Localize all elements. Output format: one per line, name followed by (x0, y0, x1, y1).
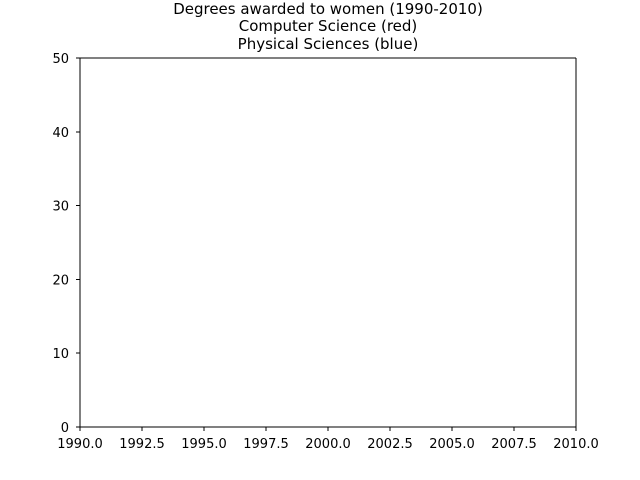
plot-frame (79, 57, 577, 428)
y-tick-label: 30 (52, 200, 69, 215)
x-tick-label: 2005.0 (429, 437, 475, 452)
x-tick-label: 2007.5 (491, 437, 537, 452)
x-tick-label: 1990.0 (57, 437, 103, 452)
x-axis-ticks: 1990.0 1992.5 1995.0 1997.5 2000.0 2002.5 2005… (57, 427, 599, 452)
x-tick-label: 2000.0 (305, 437, 351, 452)
chart-title: Degrees awarded to women (1990-2010) Com… (173, 0, 483, 53)
y-tick-label: 0 (61, 421, 69, 436)
chart-title-line-2: Computer Science (red) (239, 17, 418, 35)
plot-area (80, 58, 576, 427)
x-tick-label: 1997.5 (243, 437, 289, 452)
x-tick-label: 2010.0 (553, 437, 599, 452)
y-tick-label: 50 (52, 52, 69, 67)
y-tick-label: 10 (52, 347, 69, 362)
chart-title-line-1: Degrees awarded to women (1990-2010) (173, 0, 483, 18)
y-tick-label: 40 (52, 126, 69, 141)
x-tick-label: 1995.0 (181, 437, 227, 452)
chart-title-line-3: Physical Sciences (blue) (238, 35, 419, 53)
x-tick-label: 2002.5 (367, 437, 413, 452)
y-axis-ticks: 0 10 20 30 40 50 (52, 52, 80, 436)
y-tick-label: 20 (52, 273, 69, 288)
x-tick-label: 1992.5 (119, 437, 165, 452)
